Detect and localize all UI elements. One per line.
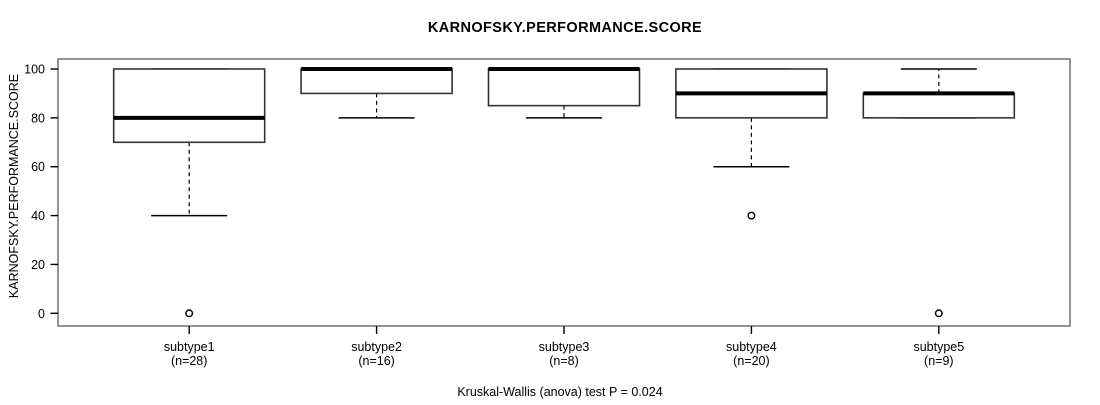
box <box>862 92 1016 119</box>
outlier-point <box>185 309 194 318</box>
group-label: subtype3 <box>539 340 590 354</box>
y-tick-label: 0 <box>38 307 45 321</box>
y-axis-label: KARNOFSKY.PERFORMANCE.SCORE <box>7 74 21 298</box>
y-axis: 0 20 40 60 80 100 <box>24 63 58 321</box>
y-tick-label: 100 <box>24 63 45 77</box>
box <box>487 68 641 107</box>
y-tick-label: 80 <box>31 111 45 125</box>
group-n-label: (n=8) <box>549 354 579 368</box>
boxplot-series <box>112 67 1016 318</box>
kruskal-wallis-caption: Kruskal-Wallis (anova) test P = 0.024 <box>457 385 662 399</box>
y-tick-label: 40 <box>31 209 45 223</box>
box <box>300 68 453 95</box>
group-n-label: (n=20) <box>733 354 769 368</box>
chart-title: KARNOFSKY.PERFORMANCE.SCORE <box>428 20 702 36</box>
outlier-point <box>747 211 756 220</box>
group-n-label: (n=28) <box>171 354 207 368</box>
box <box>112 68 266 144</box>
group-n-label: (n=9) <box>924 354 954 368</box>
group-n-label: (n=16) <box>358 354 394 368</box>
group-label: subtype4 <box>726 340 777 354</box>
outlier-point <box>934 309 943 318</box>
y-tick-label: 60 <box>31 160 45 174</box>
group-label: subtype5 <box>913 340 964 354</box>
y-tick-label: 20 <box>31 258 45 272</box>
group-label: subtype2 <box>351 340 402 354</box>
x-axis: subtype1(n=28) subtype2(n=16) subtype3(n=8… <box>164 326 964 368</box>
group-label: subtype1 <box>164 340 215 354</box>
